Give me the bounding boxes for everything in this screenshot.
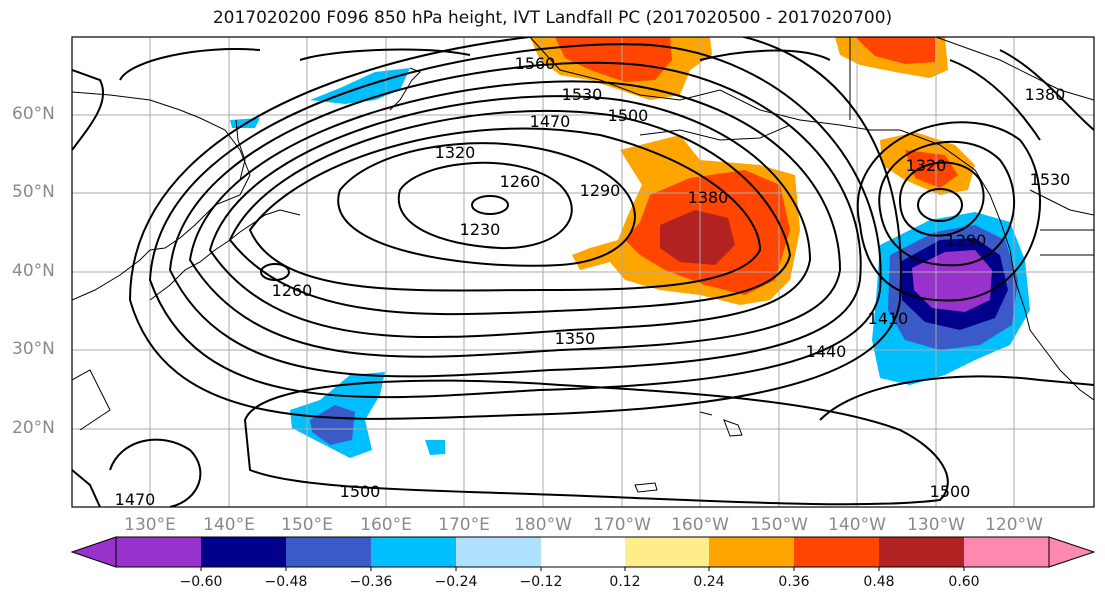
lat-label: 40°N	[12, 261, 55, 281]
map-plot-area: 1560 1530 1500 1470 1320 1260 1290 1380 …	[72, 37, 1094, 509]
lon-label: 130°E	[124, 515, 176, 535]
lon-label: 160°E	[360, 515, 412, 535]
colorbar-tick-label: 0.12	[609, 574, 641, 590]
contour-label: 1500	[340, 482, 381, 501]
contour-label: 1560	[515, 54, 556, 73]
contour-label: 1470	[530, 112, 571, 131]
colorbar-tick-label: −0.48	[264, 574, 308, 590]
lon-label: 170°E	[438, 515, 490, 535]
lon-label: 140°E	[203, 515, 255, 535]
colorbar-tick-label: 0.36	[778, 574, 810, 590]
contour-label: 1290	[580, 181, 621, 200]
lon-label: 180°W	[514, 515, 572, 535]
contour-label: 1470	[115, 490, 156, 509]
colorbar-tick-label: −0.24	[434, 574, 478, 590]
lon-label: 160°W	[671, 515, 729, 535]
contour-label: 1500	[608, 106, 649, 125]
contour-label: 1500	[930, 482, 971, 501]
lat-label: 20°N	[12, 418, 55, 438]
graticule	[72, 37, 1094, 507]
contour-label: 1530	[562, 85, 603, 104]
lat-label: 30°N	[12, 339, 55, 359]
contour-low-center	[471, 195, 509, 215]
lat-label: 50°N	[12, 182, 55, 202]
contour-labels: 1560 1530 1500 1470 1320 1260 1290 1380 …	[115, 54, 1071, 509]
colorbar-tick-label: −0.60	[179, 574, 223, 590]
lon-label: 150°E	[281, 515, 333, 535]
colorbar-tick-label: 0.24	[693, 574, 725, 590]
lon-label: 170°W	[593, 515, 651, 535]
colorbar-tick-label: −0.12	[519, 574, 563, 590]
lon-label: 150°W	[750, 515, 808, 535]
map-frame	[71, 36, 1095, 508]
coastlines	[72, 37, 1094, 493]
lon-label: 140°W	[828, 515, 886, 535]
contour-label: 1350	[555, 329, 596, 348]
lat-label: 60°N	[12, 104, 55, 124]
colorbar-tick-label: 0.48	[863, 574, 895, 590]
lon-label: 130°W	[907, 515, 965, 535]
contour-label: 1410	[868, 309, 909, 328]
contour-label: 1530	[1030, 170, 1071, 189]
contour-label: 1260	[272, 281, 313, 300]
contour-label: 1260	[500, 172, 541, 191]
map-title: 2017020200 F096 850 hPa height, IVT Land…	[212, 8, 893, 28]
contour-label: 1290	[946, 231, 987, 250]
colorbar-tick-label: 0.60	[948, 574, 980, 590]
lon-label: 120°W	[985, 515, 1043, 535]
contour-label: 1440	[806, 342, 847, 361]
contour-label: 1230	[460, 220, 501, 239]
contour-label: 1380	[688, 188, 729, 207]
contour-label: 1320	[906, 156, 947, 175]
contour-label: 1320	[435, 143, 476, 162]
colorbar-tick-label: −0.36	[349, 574, 393, 590]
height-contours	[72, 37, 1094, 507]
contour-label: 1380	[1025, 85, 1066, 104]
shading-negative-north	[310, 68, 410, 104]
colorbar	[70, 536, 1096, 571]
